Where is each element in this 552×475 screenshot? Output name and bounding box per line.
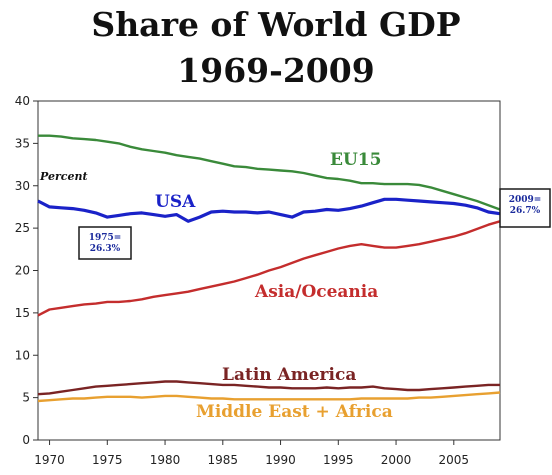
y-tick-label: 35 [15,136,30,150]
chart-title-line-2: 1969-2009 [177,51,375,90]
y-tick-label: 0 [22,433,30,447]
chart-title-line-1: Share of World GDP [91,5,461,44]
chart-title: Share of World GDP 1969-2009 [0,2,552,94]
series-line-latin-america [37,380,500,396]
y-tick-label: 15 [15,306,30,320]
x-tick-label: 1995 [323,453,354,467]
x-tick-label: 1980 [150,453,181,467]
x-tick-label: 1985 [208,453,239,467]
y-tick-label: 25 [15,221,30,235]
series-label-usa: USA [155,192,196,212]
x-tick-label: 2000 [381,453,412,467]
y-tick-label: 20 [15,264,30,278]
y-tick-label: 30 [15,179,30,193]
series-line-eu15 [38,134,501,211]
series-label-middle-east-africa: Middle East + Africa [196,402,393,422]
series-line-middle-east-africa [37,391,501,403]
x-tick-label: 1990 [265,453,296,467]
x-tick-label: 2005 [439,453,470,467]
series-label-latin-america: Latin America [222,365,356,385]
callout-text-2: 2009= [509,195,542,205]
y-tick-label: 10 [15,348,30,362]
series-label-eu15: EU15 [330,150,381,170]
callout-text-2: 26.7% [510,206,541,216]
callout-box-1 [78,226,132,260]
callout-text-1: 26.3% [90,244,121,254]
x-tick-label: 1975 [92,453,123,467]
y-tick-label: 40 [15,94,30,108]
x-tick-label: 1970 [34,453,65,467]
series-line-asia-oceania [37,220,501,317]
series-label-asia-oceania: Asia/Oceania [254,282,378,302]
callout-box-2 [499,188,551,228]
y-tick-label: 5 [22,391,30,405]
y-axis-label: Percent [39,170,88,183]
series-line-usa [37,197,501,223]
callout-text-1: 1975= [89,233,122,243]
